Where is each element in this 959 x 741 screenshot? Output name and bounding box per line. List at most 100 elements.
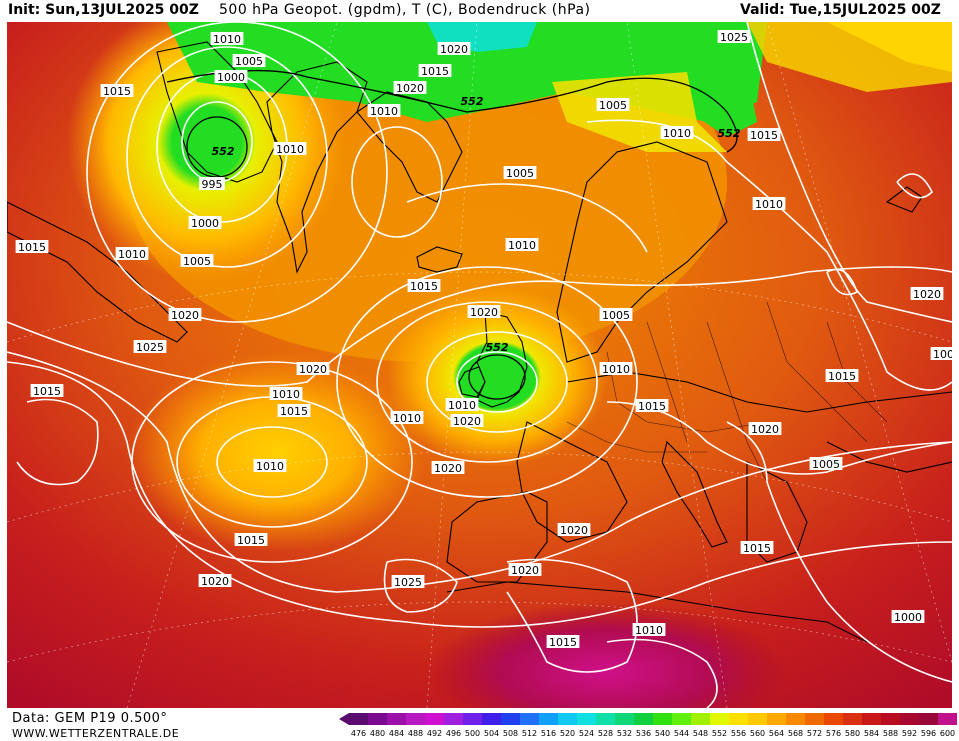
legend-value: 480 — [370, 729, 385, 738]
iceland-coast — [416, 246, 463, 273]
legend-value: 536 — [636, 729, 651, 738]
isobar-label: 1010 — [663, 127, 691, 140]
iberia-coast — [446, 491, 548, 583]
legend-swatch — [539, 713, 558, 725]
legend-value: 476 — [351, 729, 366, 738]
isobar-label-box — [390, 411, 424, 424]
legend-swatch — [577, 713, 596, 725]
isobar-label-box — [508, 563, 542, 576]
legend-value: 504 — [484, 729, 499, 738]
isobar-label-box — [740, 541, 774, 554]
legend-value: 508 — [503, 729, 518, 738]
legend-swatch — [653, 713, 672, 725]
isobar-label-box — [891, 610, 925, 623]
isobar-label-box — [825, 369, 859, 382]
geopotential-label: 552 — [461, 95, 484, 108]
isobar-label-box — [503, 166, 537, 179]
legend-swatch — [691, 713, 710, 725]
legend-value: 576 — [826, 729, 841, 738]
scandinavia-coast — [556, 141, 728, 363]
canadian-arctic-coast — [156, 41, 278, 183]
legend-value: 568 — [788, 729, 803, 738]
isobar-label-box — [234, 533, 268, 546]
isobar-label: 1005 — [599, 99, 627, 112]
legend-value: 560 — [750, 729, 765, 738]
isobar-label-box — [747, 128, 781, 141]
color-legend: 476 480 484 488 492 496 500 504 508 512 516 520 524 5… — [339, 713, 957, 738]
legend-swatch — [368, 713, 387, 725]
isobar-label: 1000 — [217, 71, 245, 84]
weather-map[interactable]: 1010 1005 1000 1015 995 1000 1005 1010 1015 1020 1… — [7, 22, 952, 708]
isobar-label-box — [467, 305, 501, 318]
isobar-label: 1005 — [812, 458, 840, 471]
isobar-label-box — [450, 414, 484, 427]
legend-swatch — [501, 713, 520, 725]
isobar-label-box — [418, 64, 452, 77]
isobar-label-box — [273, 142, 307, 155]
isobar-label: 1025 — [394, 576, 422, 589]
isobar-label-box — [660, 126, 694, 139]
isobar-label: 1015 — [280, 405, 308, 418]
legend-value: 572 — [807, 729, 822, 738]
isobar-label-box — [407, 279, 441, 292]
isobar-label-box — [198, 574, 232, 587]
geopotential-label: 552 — [212, 145, 235, 158]
isobar-label: 1015 — [18, 241, 46, 254]
legend-swatch — [387, 713, 406, 725]
isobar-label: 1015 — [549, 636, 577, 649]
isobar-labels: 1010 1005 1000 1015 995 1000 1005 1010 1015 1020 1… — [15, 30, 952, 649]
isobar-label: 1010 — [635, 624, 663, 637]
isobar-label-box — [393, 81, 427, 94]
isobar-label-box — [809, 457, 843, 470]
isobar-label-box — [133, 340, 167, 353]
legend-swatch — [349, 713, 368, 725]
isobar-label-box — [199, 177, 225, 190]
isobar-label: 1005 — [183, 255, 211, 268]
isobar-label: 1020 — [560, 524, 588, 537]
init-time: Init: Sun,13JUL2025 00Z — [8, 2, 199, 18]
legend-swatch — [805, 713, 824, 725]
legend-swatch — [558, 713, 577, 725]
isobar-label: 1025 — [720, 31, 748, 44]
isobar-label-box — [115, 247, 149, 260]
isobar-label: 1020 — [201, 575, 229, 588]
legend-swatch — [786, 713, 805, 725]
isobar-label: 1015 — [237, 534, 265, 547]
legend-value: 596 — [921, 729, 936, 738]
geopotential-label: 552 — [718, 127, 741, 140]
legend-value: 520 — [560, 729, 575, 738]
legend-value: 528 — [598, 729, 613, 738]
isobar-label-box — [930, 347, 952, 360]
model-info: Data: GEM P19 0.500° — [12, 711, 168, 726]
isobar-label-box — [505, 238, 539, 251]
france-iberia-coast — [516, 421, 628, 543]
legend-swatch — [919, 713, 938, 725]
isobar-label: 1005 — [933, 348, 952, 361]
legend-swatch — [615, 713, 634, 725]
isobar-label: 1015 — [743, 542, 771, 555]
isobar-label: 1000 — [894, 611, 922, 624]
legend-value: 512 — [522, 729, 537, 738]
isobar-label-box — [188, 216, 222, 229]
legend-arrow-left — [339, 713, 349, 725]
isobar-label-box — [599, 362, 633, 375]
legend-value: 524 — [579, 729, 594, 738]
legend-swatch — [729, 713, 748, 725]
isobar-label-box — [635, 399, 669, 412]
legend-swatch — [463, 713, 482, 725]
isobar-label: 1020 — [470, 306, 498, 319]
legend-swatch — [596, 713, 615, 725]
legend-value: 564 — [769, 729, 784, 738]
isobar-label: 1015 — [103, 85, 131, 98]
legend-value: 544 — [674, 729, 689, 738]
legend-swatch — [406, 713, 425, 725]
isobar-label: 1010 — [276, 143, 304, 156]
legend-value: 532 — [617, 729, 632, 738]
isobar-label-box — [596, 98, 630, 111]
isobar-label: 1005 — [602, 309, 630, 322]
isobar-label: 1020 — [396, 82, 424, 95]
legend-swatch — [425, 713, 444, 725]
chart-header: Init: Sun,13JUL2025 00Z 500 hPa Geopot. … — [0, 0, 959, 22]
legend-value: 580 — [845, 729, 860, 738]
legend-value: 584 — [864, 729, 879, 738]
